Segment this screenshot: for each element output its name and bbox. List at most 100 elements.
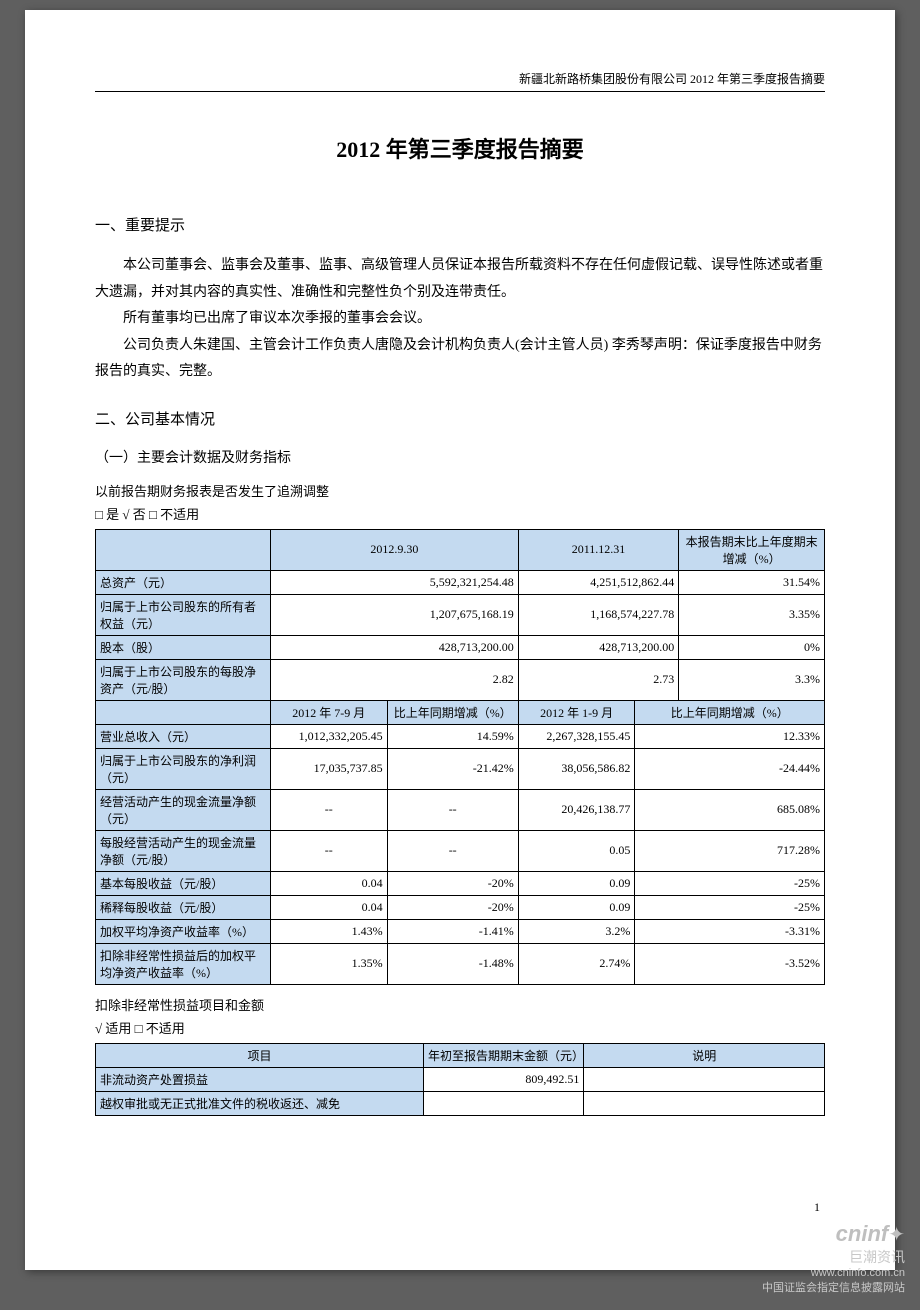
t1-h-0 [96, 529, 271, 570]
cell: 2.82 [270, 659, 518, 700]
t1b-h-2: 比上年同期增减（%） [387, 700, 518, 724]
cell: 经营活动产生的现金流量净额（元） [96, 789, 271, 830]
table-row: 总资产（元） 5,592,321,254.48 4,251,512,862.44… [96, 570, 825, 594]
table-row: 非流动资产处置损益 809,492.51 [96, 1067, 825, 1091]
t1b-h-4: 比上年同期增减（%） [635, 700, 825, 724]
t2-h-0: 项目 [96, 1043, 424, 1067]
table-row: 每股经营活动产生的现金流量净额（元/股） -- -- 0.05 717.28% [96, 830, 825, 871]
cell: -20% [387, 895, 518, 919]
table-row: 归属于上市公司股东的所有者权益（元） 1,207,675,168.19 1,16… [96, 594, 825, 635]
check-2: √ 适用 □ 不适用 [95, 1018, 825, 1037]
table-row: 营业总收入（元） 1,012,332,205.45 14.59% 2,267,3… [96, 724, 825, 748]
cell: 0.04 [270, 895, 387, 919]
cell: 股本（股） [96, 635, 271, 659]
table-row: 归属于上市公司股东的净利润（元） 17,035,737.85 -21.42% 3… [96, 748, 825, 789]
cell [584, 1091, 825, 1115]
cell: 0.09 [518, 895, 635, 919]
cell: 归属于上市公司股东的所有者权益（元） [96, 594, 271, 635]
cell: 5,592,321,254.48 [270, 570, 518, 594]
t1b-h-3: 2012 年 1-9 月 [518, 700, 635, 724]
watermark: cninf✦ 巨潮资讯 www.cninfo.com.cn 中国证监会指定信息披… [762, 1220, 905, 1295]
cell: 12.33% [635, 724, 825, 748]
document-page: 新疆北新路桥集团股份有限公司 2012 年第三季度报告摘要 2012 年第三季度… [25, 10, 895, 1270]
cell: 0.04 [270, 871, 387, 895]
watermark-cn: 巨潮资讯 [762, 1248, 905, 1266]
cell: -3.52% [635, 943, 825, 984]
t2-h-2: 说明 [584, 1043, 825, 1067]
cell: -- [270, 830, 387, 871]
cell: -1.48% [387, 943, 518, 984]
financial-table-2: 项目 年初至报告期期末金额（元） 说明 非流动资产处置损益 809,492.51… [95, 1043, 825, 1116]
cell: 14.59% [387, 724, 518, 748]
table-row: 稀释每股收益（元/股） 0.04 -20% 0.09 -25% [96, 895, 825, 919]
cell: 38,056,586.82 [518, 748, 635, 789]
note-1: 以前报告期财务报表是否发生了追溯调整 [95, 481, 825, 500]
cell: 归属于上市公司股东的净利润（元） [96, 748, 271, 789]
cell: 0.05 [518, 830, 635, 871]
cell: 越权审批或无正式批准文件的税收返还、减免 [96, 1091, 424, 1115]
cell: 营业总收入（元） [96, 724, 271, 748]
table-row: 扣除非经常性损益后的加权平均净资产收益率（%） 1.35% -1.48% 2.7… [96, 943, 825, 984]
cell: 3.2% [518, 919, 635, 943]
cell: 1,168,574,227.78 [518, 594, 678, 635]
table-row: 加权平均净资产收益率（%） 1.43% -1.41% 3.2% -3.31% [96, 919, 825, 943]
cell: -25% [635, 895, 825, 919]
cell [584, 1067, 825, 1091]
cell: 20,426,138.77 [518, 789, 635, 830]
t1-h-3: 本报告期末比上年度期末增减（%） [679, 529, 825, 570]
cell: -20% [387, 871, 518, 895]
cell: 809,492.51 [424, 1067, 584, 1091]
cell: 归属于上市公司股东的每股净资产（元/股） [96, 659, 271, 700]
cell: 2.74% [518, 943, 635, 984]
cell: 1,207,675,168.19 [270, 594, 518, 635]
section-1-p1: 本公司董事会、监事会及董事、监事、高级管理人员保证本报告所载资料不存在任何虚假记… [95, 253, 825, 306]
financial-table-1: 2012.9.30 2011.12.31 本报告期末比上年度期末增减（%） 总资… [95, 529, 825, 985]
cell: 总资产（元） [96, 570, 271, 594]
page-header: 新疆北新路桥集团股份有限公司 2012 年第三季度报告摘要 [95, 70, 825, 92]
t1-h-1: 2012.9.30 [270, 529, 518, 570]
cell: 每股经营活动产生的现金流量净额（元/股） [96, 830, 271, 871]
section-1-p3: 公司负责人朱建国、主管会计工作负责人唐隐及会计机构负责人(会计主管人员) 李秀琴… [95, 333, 825, 386]
cell: 2,267,328,155.45 [518, 724, 635, 748]
cell: 0% [679, 635, 825, 659]
cell: -25% [635, 871, 825, 895]
cell: 2.73 [518, 659, 678, 700]
note-2: 扣除非经常性损益项目和金额 [95, 995, 825, 1014]
section-2-sub1: （一）主要会计数据及财务指标 [95, 447, 825, 467]
section-2-heading: 二、公司基本情况 [95, 408, 825, 429]
cell: -- [387, 830, 518, 871]
t1-h-2: 2011.12.31 [518, 529, 678, 570]
cell: 扣除非经常性损益后的加权平均净资产收益率（%） [96, 943, 271, 984]
t2-h-1: 年初至报告期期末金额（元） [424, 1043, 584, 1067]
cell: 3.3% [679, 659, 825, 700]
cell: -3.31% [635, 919, 825, 943]
cell: 1,012,332,205.45 [270, 724, 387, 748]
cell: -- [270, 789, 387, 830]
cell: 基本每股收益（元/股） [96, 871, 271, 895]
cell: -- [387, 789, 518, 830]
cell: 1.43% [270, 919, 387, 943]
cell: 非流动资产处置损益 [96, 1067, 424, 1091]
cell: 4,251,512,862.44 [518, 570, 678, 594]
cell: 428,713,200.00 [270, 635, 518, 659]
table-row: 经营活动产生的现金流量净额（元） -- -- 20,426,138.77 685… [96, 789, 825, 830]
cell: 31.54% [679, 570, 825, 594]
section-1-heading: 一、重要提示 [95, 214, 825, 235]
cell: 685.08% [635, 789, 825, 830]
t1b-h-1: 2012 年 7-9 月 [270, 700, 387, 724]
table-row: 越权审批或无正式批准文件的税收返还、减免 [96, 1091, 825, 1115]
cell: 717.28% [635, 830, 825, 871]
check-1: □ 是 √ 否 □ 不适用 [95, 504, 825, 523]
cell: 428,713,200.00 [518, 635, 678, 659]
table-row: 归属于上市公司股东的每股净资产（元/股） 2.82 2.73 3.3% [96, 659, 825, 700]
cell: 3.35% [679, 594, 825, 635]
cell: -24.44% [635, 748, 825, 789]
watermark-url: www.cninfo.com.cn [762, 1266, 905, 1280]
table-row: 基本每股收益（元/股） 0.04 -20% 0.09 -25% [96, 871, 825, 895]
watermark-note: 中国证监会指定信息披露网站 [762, 1281, 905, 1295]
cell: -21.42% [387, 748, 518, 789]
t1b-h-0 [96, 700, 271, 724]
cell: 1.35% [270, 943, 387, 984]
section-1-p2: 所有董事均已出席了审议本次季报的董事会会议。 [95, 306, 825, 333]
globe-icon: ✦ [888, 1224, 905, 1246]
